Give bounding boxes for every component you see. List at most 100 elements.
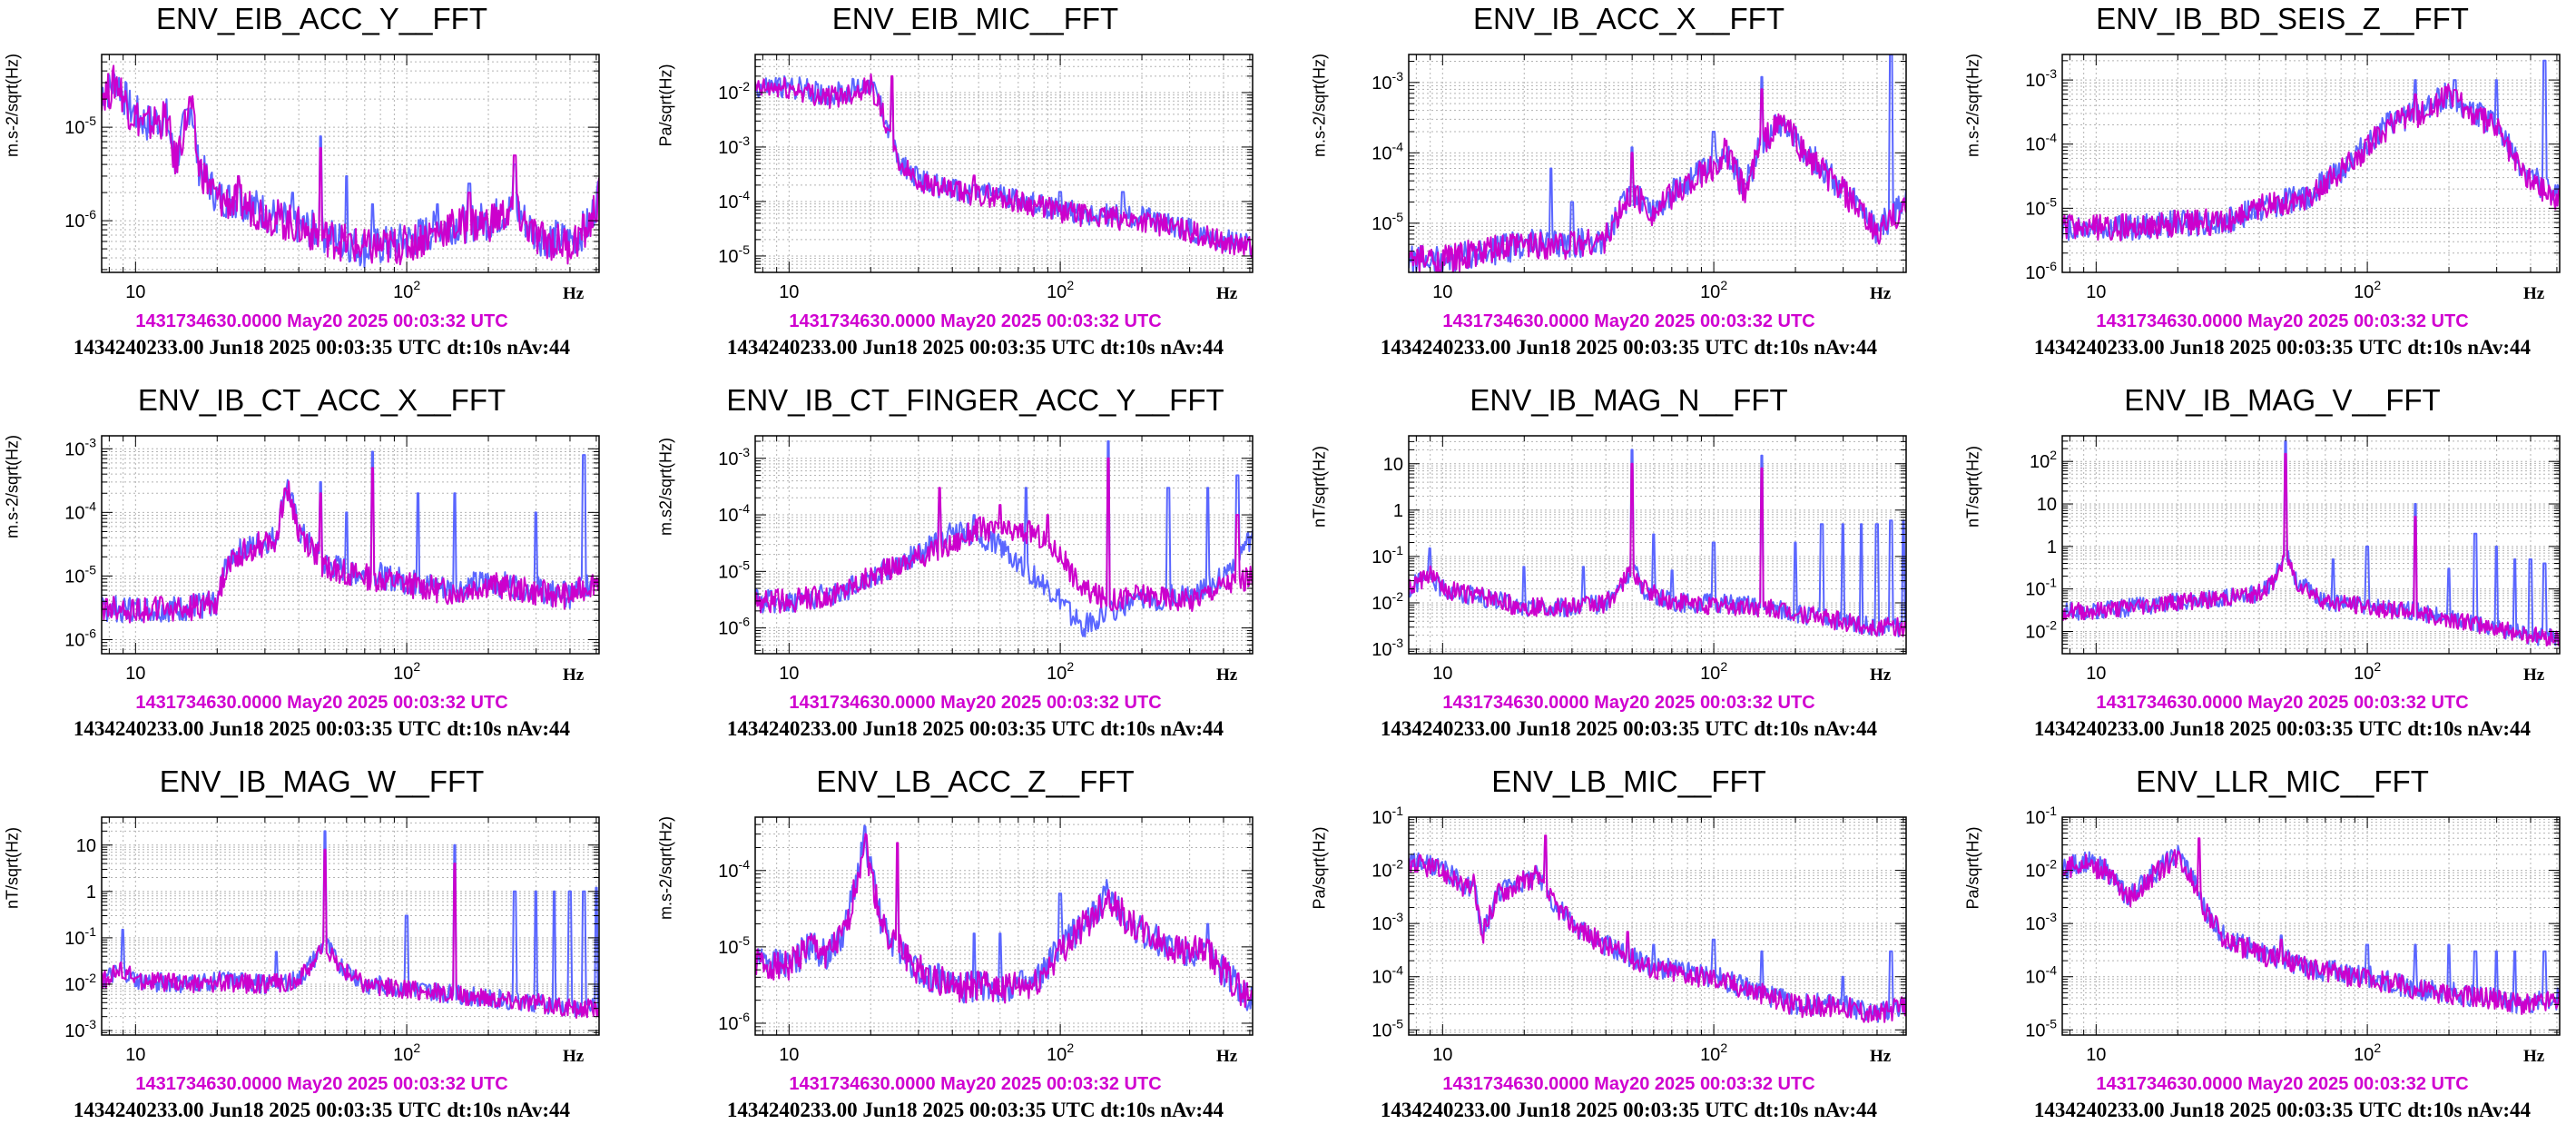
current-trace-line [2062,844,2560,1014]
y-tick-label: 10-4 [64,498,96,523]
y-tick-label: 10-3 [1372,636,1403,660]
y-tick-label: 10-4 [2025,131,2057,155]
reference-trace-line [755,833,1253,1008]
current-timestamp: 1434240233.00 Jun18 2025 00:03:35 UTC dt… [726,717,1224,740]
x-axis-unit-label: Hz [2523,284,2545,303]
reference-trace-line [2062,83,2560,242]
x-tick-label: 10 [2086,282,2106,302]
fft-panel: ENV_EIB_ACC_Y__FFT m.s-2/sqrt(Hz) 10 102 10-… [0,0,644,381]
plot-frame [101,435,600,655]
x-axis-unit-label: Hz [2523,666,2545,685]
y-tick-label: 10 [76,836,96,856]
x-tick-label: 10 [1432,1045,1452,1065]
fft-plot: 10 102 10-3 10-2 10-1 1 10 [1372,435,1907,684]
y-tick-label: 10-5 [64,113,96,138]
y-tick-label: 10-3 [2025,910,2057,934]
current-trace-line [102,830,599,1018]
y-tick-label: 102 [2030,448,2057,472]
x-tick-label: 102 [1047,659,1074,684]
reference-trace-line [1409,88,1906,272]
fft-panel: ENV_IB_BD_SEIS_Z__FFT m.s-2/sqrt(Hz) 10 102… [1961,0,2576,381]
reference-trace-line [102,467,599,624]
fft-panel: ENV_IB_ACC_X__FFT m.s-2/sqrt(Hz) 10 102 10-5… [1307,0,1951,381]
current-timestamp: 1434240233.00 Jun18 2025 00:03:35 UTC dt… [73,336,571,359]
x-axis-unit-label: Hz [2523,1047,2545,1066]
grid-lines [1409,54,1906,273]
current-timestamp: 1434240233.00 Jun18 2025 00:03:35 UTC dt… [73,717,571,740]
reference-timestamp: 1431734630.0000 May20 2025 00:03:32 UTC [135,311,508,331]
reference-trace-line [2062,452,2560,646]
y-tick-label: 10-1 [1372,543,1403,567]
x-tick-label: 10 [2086,664,2106,684]
y-tick-label: 1 [86,883,96,902]
y-tick-label: 10-3 [1372,69,1403,94]
y-tick-label: 10-5 [1372,210,1403,234]
x-axis-unit-label: Hz [1216,284,1238,303]
fft-plot: 10 102 10-5 10-4 10-3 10-2 [718,54,1254,302]
x-tick-label: 10 [125,282,145,302]
fft-panel: ENV_LB_MIC__FFT Pa/sqrt(Hz) 10 102 10-5 10-4 1… [1307,763,1951,1144]
y-tick-label: 10-4 [718,857,750,882]
y-tick-label: 10-6 [2025,259,2057,283]
reference-timestamp: 1431734630.0000 May20 2025 00:03:32 UTC [135,1074,508,1094]
fft-plot: 10 102 10-6 10-5 10-4 10-3 [64,435,600,684]
x-axis-unit-label: Hz [563,284,585,303]
reference-timestamp: 1431734630.0000 May20 2025 00:03:32 UTC [2096,1074,2469,1094]
plot-frame [101,54,600,273]
y-tick-label: 10-3 [1372,910,1403,934]
x-axis-unit-label: Hz [1870,666,1892,685]
current-trace-line [1409,54,1906,272]
y-tick-label: 1 [2047,537,2057,557]
current-timestamp: 1434240233.00 Jun18 2025 00:03:35 UTC dt… [1380,336,1878,359]
y-tick-label: 10-3 [2025,66,2057,91]
plot-frame [1408,435,1907,655]
fft-panel: ENV_LLR_MIC__FFT Pa/sqrt(Hz) 10 102 10-5 10-4… [1961,763,2576,1144]
y-tick-label: 10-2 [718,79,750,104]
y-tick-label: 10 [2037,495,2057,515]
reference-timestamp: 1431734630.0000 May20 2025 00:03:32 UTC [789,1074,1162,1094]
reference-trace-line [755,457,1253,614]
y-tick-label: 10-5 [1372,1016,1403,1040]
fft-panel: ENV_EIB_MIC__FFT Pa/sqrt(Hz) 10 102 10-5 10-4… [654,0,1297,381]
x-tick-label: 10 [125,664,145,684]
y-tick-label: 10 [1383,455,1403,475]
x-tick-label: 102 [1047,1040,1074,1065]
y-tick-label: 10-5 [2025,194,2057,219]
reference-timestamp: 1431734630.0000 May20 2025 00:03:32 UTC [1442,1074,1815,1094]
chart-title: ENV_IB_BD_SEIS_Z__FFT [2096,2,2469,35]
grid-lines [1409,816,1906,1036]
chart-title: ENV_IB_ACC_X__FFT [1473,2,1785,35]
x-tick-label: 102 [393,278,420,302]
x-axis-unit-label: Hz [563,666,585,685]
y-tick-label: 10-4 [718,188,750,212]
y-tick-label: 10-2 [2025,618,2057,643]
x-axis-unit-label: Hz [563,1047,585,1066]
grid-lines [755,54,1253,272]
fft-plot: 10 102 10-6 10-5 10-4 [718,816,1254,1065]
current-timestamp: 1434240233.00 Jun18 2025 00:03:35 UTC dt… [1380,717,1878,740]
x-tick-label: 102 [1700,659,1727,684]
y-tick-label: 10-6 [64,207,96,232]
x-tick-label: 102 [393,659,420,684]
grid-lines [102,436,599,655]
plot-frame [754,816,1254,1036]
x-tick-label: 102 [2354,659,2381,684]
fft-panel: ENV_IB_MAG_N__FFT nT/sqrt(Hz) 10 102 10-3 10-… [1307,381,1951,763]
y-tick-label: 10-5 [718,933,750,958]
grid-lines [2062,54,2560,273]
current-timestamp: 1434240233.00 Jun18 2025 00:03:35 UTC dt… [1380,1099,1878,1121]
reference-trace-line [102,848,599,1020]
y-tick-label: 10-1 [2025,804,2057,828]
y-tick-label: 10-2 [1372,589,1403,614]
current-timestamp: 1434240233.00 Jun18 2025 00:03:35 UTC dt… [73,1099,571,1121]
grid-lines [2062,435,2560,655]
fft-plot: 10 102 10-5 10-4 10-3 10-2 10-1 [2025,804,2561,1065]
chart-title: ENV_EIB_ACC_Y__FFT [156,2,487,35]
y-tick-label: 10-6 [64,626,96,650]
y-tick-label: 10-1 [2025,576,2057,600]
x-axis-unit-label: Hz [1870,284,1892,303]
y-tick-label: 10-5 [718,557,750,582]
x-tick-label: 10 [2086,1045,2106,1065]
reference-trace-line [102,64,599,266]
fft-panel: ENV_LB_ACC_Z__FFT m.s-2/sqrt(Hz) 10 102 10-6… [654,763,1297,1144]
